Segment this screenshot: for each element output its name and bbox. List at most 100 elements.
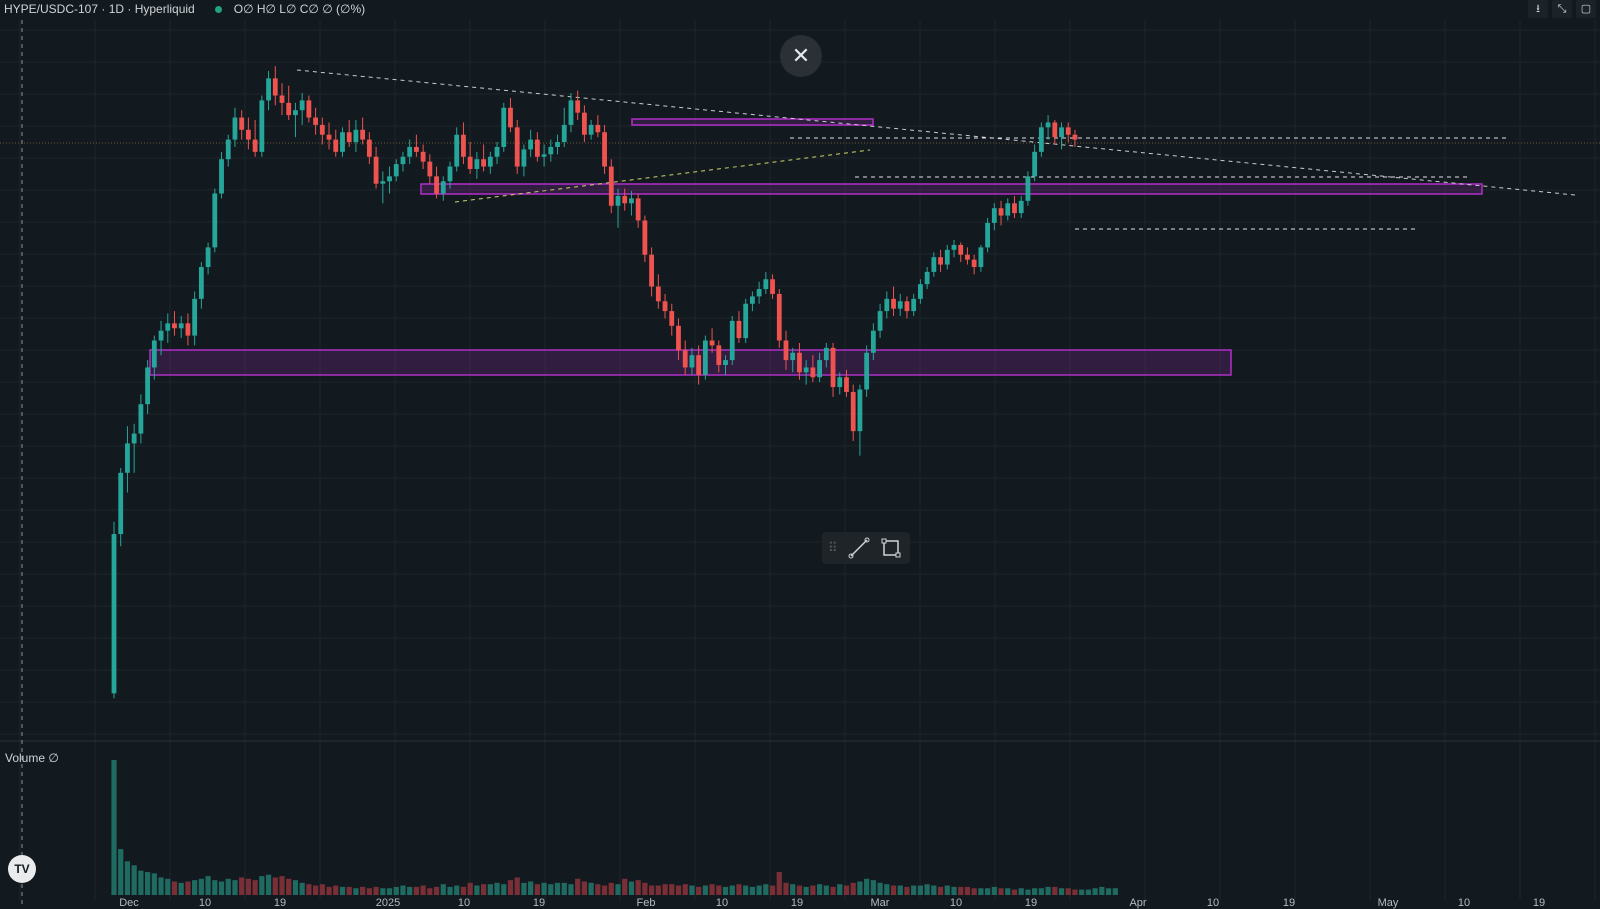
volume-bar	[662, 884, 668, 895]
candle-body	[676, 325, 681, 351]
volume-bar	[904, 886, 910, 895]
volume-bar	[339, 886, 346, 895]
candle-body	[333, 139, 339, 152]
volume-bar	[1011, 889, 1018, 895]
volume-bar	[232, 880, 238, 895]
volume-bar	[964, 886, 971, 895]
candle-body	[400, 156, 406, 165]
candle-body	[588, 124, 594, 135]
volume-bar	[971, 888, 977, 895]
volume-bar	[487, 884, 493, 895]
volume-bar	[292, 880, 299, 895]
x-axis-label: Mar	[871, 897, 890, 909]
candle-body	[501, 107, 507, 147]
volume-bar	[481, 884, 487, 895]
candle-body	[965, 254, 970, 260]
volume-bar	[716, 885, 722, 895]
x-axis-label: 19	[791, 897, 803, 909]
candle-body	[225, 139, 231, 160]
candle-body	[165, 323, 171, 331]
volume-bar	[803, 886, 809, 895]
volume-bar	[769, 885, 776, 895]
candle-body	[151, 340, 157, 368]
x-axis-label: 19	[1025, 897, 1037, 909]
volume-bar	[514, 877, 520, 895]
candle-body	[528, 139, 534, 150]
volume-bar	[554, 882, 561, 895]
volume-bar	[790, 884, 796, 895]
candle-body	[662, 301, 668, 312]
volume-bar	[541, 882, 547, 895]
candle-body	[373, 156, 379, 184]
volume-bar	[205, 876, 211, 895]
candle-body	[246, 129, 251, 140]
volume-bar	[850, 882, 856, 895]
volume-bar	[561, 882, 567, 895]
trend-line-icon[interactable]	[848, 537, 870, 559]
candle-body	[293, 110, 298, 116]
volume-bar	[568, 884, 574, 895]
candle-body	[702, 340, 708, 375]
candle-body	[870, 330, 876, 353]
fullscreen-icon[interactable]: ▢	[1576, 0, 1596, 18]
candle-body	[541, 154, 547, 157]
volume-bar	[326, 886, 332, 895]
candle-body	[723, 360, 728, 365]
volume-bar	[1052, 886, 1058, 895]
volume-bar	[218, 881, 225, 895]
volume-bar	[239, 877, 245, 895]
candle-body	[138, 404, 144, 434]
candle-body	[494, 146, 500, 157]
candle-body	[326, 134, 332, 140]
candle-body	[548, 146, 554, 155]
candle-body	[971, 259, 977, 267]
close-icon[interactable]: ✕	[780, 35, 822, 77]
candle-body	[461, 134, 466, 157]
candle-body	[884, 298, 890, 312]
volume-bar	[890, 885, 897, 895]
volume-bar	[460, 886, 467, 895]
candle-body	[763, 279, 769, 290]
volume-bar	[857, 881, 863, 895]
volume-bar	[118, 849, 124, 895]
candle-body	[474, 159, 480, 169]
volume-bar	[433, 886, 440, 895]
candle-body	[125, 443, 130, 473]
candle-body	[212, 193, 218, 248]
volume-bar	[870, 880, 876, 895]
volume-bar	[998, 888, 1004, 895]
volume-bar	[830, 886, 836, 895]
volume-bar	[897, 885, 903, 895]
chart-header: HYPE/USDC-107 · 1D · Hyperliquid O∅ H∅ L…	[4, 2, 365, 16]
candle-body	[817, 360, 822, 378]
market-status-dot	[214, 5, 222, 13]
symbol-title[interactable]: HYPE/USDC-107 · 1D · Hyperliquid	[4, 2, 195, 16]
volume-bar	[353, 888, 359, 895]
candle-body	[931, 257, 937, 272]
candle-body	[682, 350, 688, 368]
candle-body	[414, 146, 419, 152]
candle-body	[850, 391, 856, 432]
candle-body	[790, 352, 796, 361]
drag-handle-icon[interactable]: ⠿	[828, 540, 838, 555]
candle-body	[904, 301, 910, 312]
volume-bar	[978, 888, 984, 895]
volume-bar	[595, 884, 601, 895]
volume-bar	[427, 888, 433, 895]
candle-body	[575, 100, 581, 113]
collapse-icon[interactable]: ⤡	[1552, 0, 1572, 18]
volume-bar	[259, 876, 265, 895]
candle-body	[440, 181, 446, 194]
volume-bar	[393, 886, 399, 895]
candle-body	[991, 208, 997, 223]
volume-bar	[198, 878, 204, 895]
x-axis-label: Apr	[1129, 897, 1146, 909]
volume-bar	[313, 885, 319, 895]
rectangle-tool-icon[interactable]	[880, 537, 902, 559]
candle-body	[158, 330, 164, 341]
x-axis-label: May	[1378, 897, 1399, 909]
x-axis-label: Dec	[119, 897, 139, 909]
candle-body	[736, 320, 742, 339]
download-icon[interactable]: ⭳	[1528, 0, 1548, 18]
